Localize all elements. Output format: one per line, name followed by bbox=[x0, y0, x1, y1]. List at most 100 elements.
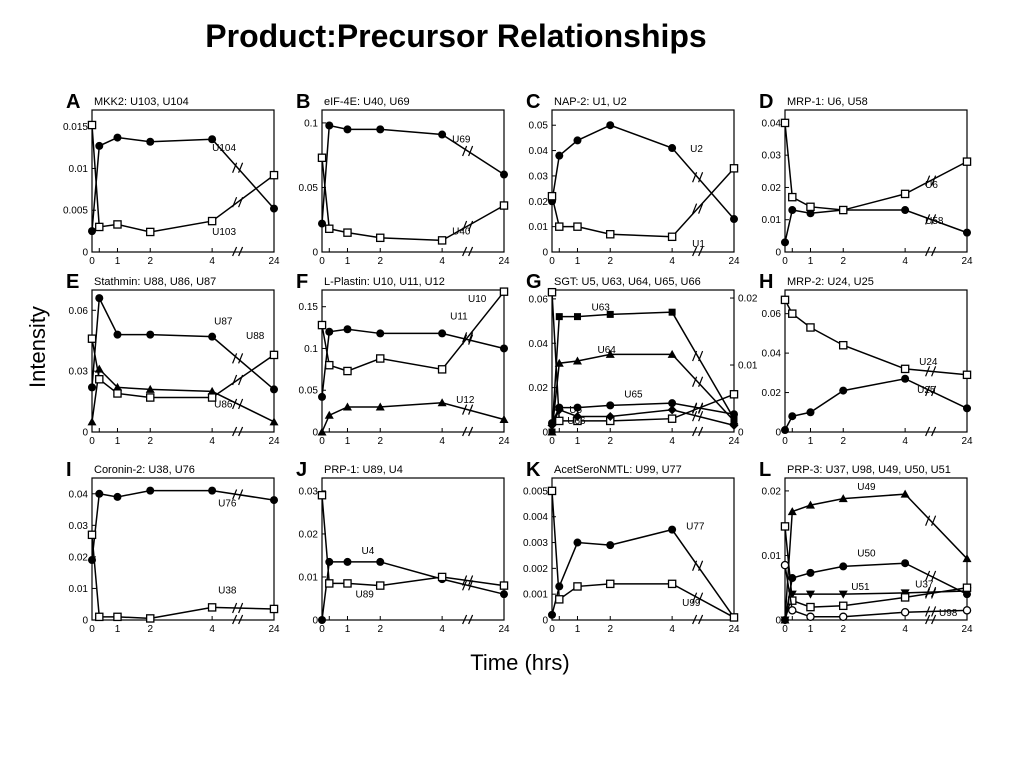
data-point bbox=[806, 202, 815, 212]
series-label: U2 bbox=[690, 144, 703, 155]
data-point bbox=[112, 382, 122, 391]
page-title: Product:Precursor Relationships bbox=[205, 18, 707, 54]
y-tick-label: 0.002 bbox=[523, 564, 548, 575]
series-u69: U69 bbox=[318, 121, 508, 228]
data-point bbox=[606, 121, 615, 130]
y-tick-label: 0.06 bbox=[529, 294, 549, 305]
panel-letter: D bbox=[759, 91, 773, 113]
x-tick-label: 24 bbox=[268, 436, 280, 447]
series-label: U25 bbox=[917, 385, 936, 396]
y-tick-label: 0 bbox=[542, 616, 548, 627]
data-point bbox=[806, 602, 815, 612]
plot-frame bbox=[91, 109, 275, 253]
data-point bbox=[325, 579, 334, 588]
line-break bbox=[692, 376, 704, 387]
data-point bbox=[900, 189, 910, 199]
data-point bbox=[605, 229, 615, 239]
series-label: U76 bbox=[218, 499, 237, 510]
data-point bbox=[376, 329, 385, 338]
series-u37: U37 bbox=[780, 522, 972, 612]
series-u1: U1 bbox=[547, 164, 739, 250]
data-point bbox=[88, 383, 96, 392]
data-point bbox=[900, 593, 910, 602]
data-point bbox=[838, 612, 848, 622]
data-point bbox=[270, 496, 278, 505]
y-tick-label: 0.01 bbox=[69, 584, 89, 595]
data-point bbox=[780, 616, 790, 625]
axis-break bbox=[692, 246, 704, 257]
data-point bbox=[729, 420, 739, 430]
data-point bbox=[730, 410, 738, 419]
x-tick-label: 4 bbox=[209, 256, 215, 267]
series-line bbox=[551, 124, 735, 220]
axis-break bbox=[462, 614, 474, 625]
data-point bbox=[806, 568, 815, 577]
data-point bbox=[146, 330, 155, 339]
series-u88: U88 bbox=[87, 331, 279, 402]
y-tick-label: 0 bbox=[82, 616, 88, 627]
data-point bbox=[901, 374, 910, 383]
series-line bbox=[321, 124, 505, 224]
series-u89: U89 bbox=[317, 490, 509, 600]
series-u76: U76 bbox=[88, 486, 278, 565]
series-line bbox=[91, 534, 275, 620]
data-point bbox=[500, 590, 508, 599]
x-tick-label: 24 bbox=[498, 436, 510, 447]
data-point bbox=[145, 393, 155, 402]
y-tick-label: 0.04 bbox=[762, 118, 782, 129]
data-point bbox=[375, 354, 385, 363]
data-point bbox=[146, 486, 155, 495]
data-point bbox=[324, 410, 334, 419]
data-point bbox=[901, 206, 910, 215]
panel-title: L-Plastin: U10, U11, U12 bbox=[324, 276, 445, 288]
y-tick-label: 0.06 bbox=[762, 309, 782, 320]
series-label: U11 bbox=[450, 311, 468, 322]
data-point bbox=[317, 427, 327, 436]
y-tick-label: 0.03 bbox=[69, 367, 89, 378]
data-point bbox=[207, 386, 217, 395]
data-point bbox=[605, 579, 615, 589]
y-tick-label: 0.1 bbox=[304, 344, 318, 355]
series-u24: U24 bbox=[780, 295, 972, 380]
line-break bbox=[462, 145, 474, 157]
data-point bbox=[555, 416, 564, 426]
data-point bbox=[788, 412, 797, 421]
series-u98: U98 bbox=[780, 560, 972, 622]
data-point bbox=[375, 233, 385, 243]
panel-f: F L-Plastin: U10, U11, U12 0 0.05 0.1 0.15 0 1 2… bbox=[296, 271, 510, 447]
series-label: U87 bbox=[214, 317, 233, 328]
data-point bbox=[145, 227, 155, 237]
data-point bbox=[208, 486, 217, 495]
data-point bbox=[901, 559, 910, 568]
plot-frame bbox=[784, 289, 968, 433]
x-tick-label: 1 bbox=[345, 436, 351, 447]
y-tick-label: 0.02 bbox=[299, 529, 319, 540]
series-u10: U10 bbox=[317, 287, 509, 376]
data-point bbox=[270, 204, 278, 213]
data-point bbox=[780, 118, 790, 128]
data-point bbox=[806, 209, 815, 218]
series-label: U89 bbox=[355, 589, 374, 600]
data-point bbox=[317, 320, 327, 330]
panel-letter: H bbox=[759, 271, 773, 293]
line-break bbox=[232, 602, 244, 614]
data-point bbox=[207, 393, 217, 402]
series-label: U24 bbox=[919, 357, 938, 368]
y-tick-label: 0.03 bbox=[69, 521, 89, 532]
x-tick-label: 24 bbox=[728, 436, 740, 447]
data-point bbox=[573, 313, 581, 321]
series-line bbox=[784, 565, 968, 618]
data-point bbox=[317, 153, 327, 163]
x-tick-label: 0 bbox=[319, 256, 325, 267]
x-tick-label: 24 bbox=[498, 256, 510, 267]
series-label: U63 bbox=[591, 303, 610, 314]
x-tick-label: 0 bbox=[782, 436, 788, 447]
x-tick-label: 24 bbox=[268, 256, 280, 267]
series-u11: U11 bbox=[318, 311, 508, 401]
panel-title: AcetSeroNMTL: U99, U77 bbox=[554, 464, 682, 476]
data-point bbox=[87, 120, 97, 130]
data-point bbox=[962, 606, 972, 615]
data-point bbox=[325, 360, 334, 370]
x-tick-label: 1 bbox=[345, 624, 351, 635]
x-tick-label: 1 bbox=[808, 256, 814, 267]
